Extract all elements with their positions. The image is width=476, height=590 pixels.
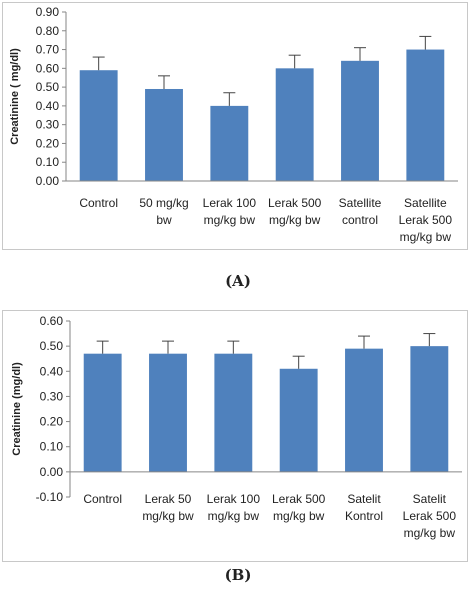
category-label: Satellite control <box>339 196 382 227</box>
y-axis-title: Creatinine ( mg/dl) <box>9 48 21 145</box>
category-label: 50 mg/kg bw <box>139 196 188 227</box>
bar <box>410 346 449 472</box>
category-label-line: mg/kg bw <box>400 230 452 244</box>
panel-label-a: (A) <box>225 272 251 290</box>
bar <box>279 368 318 472</box>
category-label-line: Satellite <box>404 196 447 210</box>
y-tick-label: 0.30 <box>40 389 64 403</box>
panel-label-b: (B) <box>224 566 252 584</box>
category-label-line: mg/kg bw <box>208 509 260 523</box>
bar <box>345 348 383 472</box>
category-label-line: Lerak 500 <box>268 196 322 210</box>
bar <box>83 353 122 472</box>
category-label-line: mg/kg bw <box>204 213 256 227</box>
category-label: Satelit Kontrol <box>345 492 383 523</box>
y-tick-label: 0.70 <box>36 43 60 57</box>
category-label-line: control <box>342 213 378 227</box>
category-label-line: bw <box>156 213 172 227</box>
bar <box>79 70 118 181</box>
y-tick-label: 0.20 <box>40 415 64 429</box>
bar <box>341 60 379 182</box>
category-label: Lerak 500 mg/kg bw <box>268 196 322 227</box>
y-axis-title: Creatinine (mg/dl) <box>11 362 23 456</box>
category-label: Control <box>83 492 122 506</box>
category-label-line: Lerak 50 <box>145 492 192 506</box>
y-tick-label: 0.10 <box>36 155 60 169</box>
category-label: Lerak 100 mg/kg bw <box>207 492 261 523</box>
bar <box>145 88 183 181</box>
y-tick-label: 0.40 <box>36 99 60 113</box>
bar <box>214 353 253 472</box>
category-label-line: mg/kg bw <box>404 526 456 540</box>
y-tick-label: 0.60 <box>40 314 64 328</box>
category-label-line: Control <box>79 196 118 210</box>
bar <box>149 353 187 472</box>
category-label: Satelit Lerak 500 mg/kg bw <box>403 492 457 540</box>
y-tick-label: 0.50 <box>40 339 64 353</box>
category-label: Control <box>79 196 118 210</box>
y-tick-label: 0.00 <box>36 174 60 188</box>
category-label: Lerak 500 mg/kg bw <box>272 492 326 523</box>
category-label-line: Lerak 100 <box>203 196 257 210</box>
y-tick-label: 0.10 <box>40 440 64 454</box>
category-label-line: Lerak 500 <box>399 213 453 227</box>
category-label: Lerak 100 mg/kg bw <box>203 196 257 227</box>
y-tick-label: 0.50 <box>36 80 60 94</box>
category-label-line: Lerak 500 <box>403 509 457 523</box>
category-label-line: 50 mg/kg <box>139 196 188 210</box>
y-tick-label: -0.10 <box>36 490 64 504</box>
category-label-line: Satelit <box>347 492 381 506</box>
bar <box>406 49 445 181</box>
category-label: Lerak 50 mg/kg bw <box>142 492 194 523</box>
category-label-line: mg/kg bw <box>269 213 321 227</box>
category-label-line: mg/kg bw <box>142 509 194 523</box>
category-label-line: Kontrol <box>345 509 383 523</box>
category-label-line: Satellite <box>339 196 382 210</box>
category-label: Satellite Lerak 500 mg/kg bw <box>399 196 453 244</box>
category-label-line: Control <box>83 492 122 506</box>
y-tick-label: 0.20 <box>36 136 60 150</box>
bar <box>210 105 249 181</box>
y-tick-label: 0.80 <box>36 24 60 38</box>
y-tick-label: 0.60 <box>36 61 60 75</box>
y-tick-label: 0.00 <box>40 465 64 479</box>
category-label-line: Lerak 500 <box>272 492 326 506</box>
category-label-line: mg/kg bw <box>273 509 325 523</box>
chart-a: 0.00 0.10 0.20 0.30 0.40 0.50 0.60 0.70 0.80 0.90… <box>9 5 458 244</box>
category-label-line: Satelit <box>413 492 447 506</box>
bar <box>275 68 314 181</box>
y-tick-label: 0.90 <box>36 5 60 19</box>
category-label-line: Lerak 100 <box>207 492 261 506</box>
y-tick-label: 0.40 <box>40 364 64 378</box>
y-tick-label: 0.30 <box>36 118 60 132</box>
